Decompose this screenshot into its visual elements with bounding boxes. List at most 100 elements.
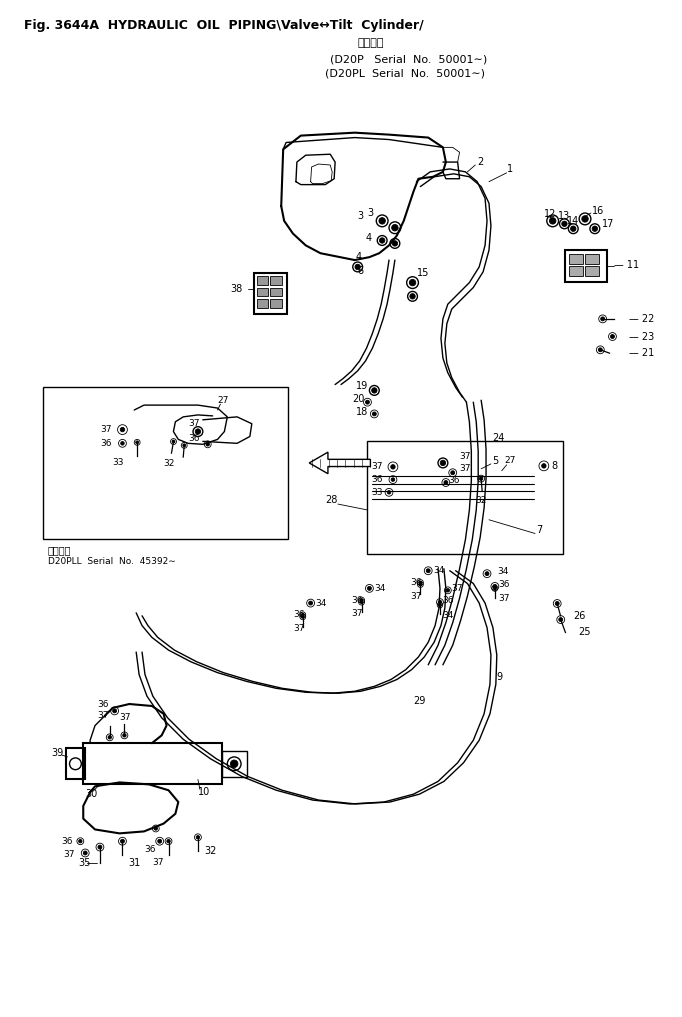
Text: 9: 9 (496, 671, 503, 681)
Circle shape (440, 461, 445, 466)
Circle shape (379, 218, 385, 224)
Circle shape (98, 845, 102, 849)
Text: 1: 1 (507, 164, 513, 174)
Text: 36: 36 (448, 476, 459, 485)
Circle shape (372, 412, 376, 416)
Text: 34: 34 (496, 567, 508, 577)
Text: Fig. 3644A  HYDRAULIC  OIL  PIPING\Valve↔Tilt  Cylinder/: Fig. 3644A HYDRAULIC OIL PIPING\Valve↔Ti… (25, 19, 424, 33)
Circle shape (419, 581, 422, 584)
Text: 37: 37 (293, 624, 304, 633)
Circle shape (83, 851, 87, 855)
Bar (65, 749, 85, 779)
Text: 28: 28 (325, 495, 338, 505)
Circle shape (113, 709, 117, 713)
Text: 36: 36 (372, 475, 383, 484)
Circle shape (571, 226, 576, 232)
Circle shape (360, 601, 363, 603)
Bar (271, 276, 282, 285)
Circle shape (446, 589, 449, 592)
Polygon shape (309, 453, 370, 474)
Circle shape (78, 839, 82, 843)
Text: 36: 36 (144, 844, 155, 853)
Circle shape (493, 585, 496, 589)
Circle shape (167, 839, 170, 843)
Text: 37: 37 (499, 594, 510, 603)
Text: (D20P   Serial  No.  50001∼): (D20P Serial No. 50001∼) (330, 54, 488, 64)
Circle shape (426, 569, 430, 573)
Circle shape (360, 599, 363, 602)
Bar (271, 299, 282, 308)
Text: 37: 37 (460, 452, 471, 461)
Bar (256, 288, 269, 296)
Text: 34: 34 (316, 599, 327, 607)
Text: 24: 24 (492, 433, 504, 443)
Text: 34: 34 (442, 611, 454, 620)
Circle shape (172, 440, 175, 443)
Bar (256, 299, 269, 308)
Circle shape (372, 387, 377, 394)
Circle shape (598, 348, 602, 352)
Text: 19: 19 (356, 380, 368, 391)
Circle shape (123, 733, 126, 737)
Text: 6: 6 (357, 265, 364, 276)
Circle shape (493, 587, 496, 590)
Circle shape (479, 477, 483, 480)
Circle shape (391, 465, 395, 469)
Text: 26: 26 (574, 611, 586, 620)
Circle shape (562, 221, 567, 227)
Circle shape (183, 443, 186, 446)
Circle shape (550, 218, 556, 224)
Text: 適用号機: 適用号機 (357, 39, 384, 49)
Text: 12: 12 (544, 210, 557, 219)
Circle shape (355, 264, 360, 270)
Text: 3: 3 (357, 211, 364, 221)
Circle shape (206, 442, 209, 446)
Text: 18: 18 (356, 407, 368, 417)
Text: 20: 20 (352, 395, 364, 404)
Circle shape (158, 839, 162, 843)
Bar (585, 254, 599, 264)
Text: D20PLL  Serial  No.  45392∼: D20PLL Serial No. 45392∼ (48, 557, 176, 566)
Circle shape (444, 481, 448, 484)
Bar (368, 441, 563, 554)
Text: — 22: — 22 (629, 314, 655, 323)
Circle shape (368, 587, 372, 590)
Text: 37: 37 (411, 592, 422, 601)
Text: 2: 2 (477, 157, 484, 167)
Circle shape (542, 464, 546, 468)
Text: 37: 37 (188, 419, 200, 428)
Circle shape (154, 827, 158, 830)
Text: 29: 29 (413, 696, 426, 706)
Text: 37: 37 (372, 463, 383, 471)
Text: 37: 37 (97, 711, 108, 720)
Text: 32: 32 (205, 846, 217, 856)
Circle shape (108, 735, 111, 739)
Text: 4: 4 (356, 252, 362, 262)
Circle shape (410, 294, 415, 299)
Bar (569, 266, 583, 276)
Text: 25: 25 (578, 627, 591, 638)
Text: 37: 37 (451, 584, 463, 593)
Bar (585, 266, 599, 276)
Circle shape (439, 604, 441, 606)
Circle shape (301, 615, 304, 618)
Text: 13: 13 (558, 211, 570, 221)
Text: 37: 37 (152, 858, 164, 868)
Text: 適用号機: 適用号機 (48, 545, 72, 555)
Bar (565, 250, 606, 282)
Text: 35: 35 (78, 857, 91, 868)
Circle shape (610, 335, 614, 339)
Text: 32: 32 (475, 495, 487, 504)
Bar (569, 254, 583, 264)
Text: — 21: — 21 (629, 348, 654, 358)
Text: 30: 30 (85, 789, 98, 799)
Text: 34: 34 (374, 584, 386, 593)
Circle shape (555, 601, 559, 605)
Circle shape (379, 238, 385, 243)
Text: 32: 32 (164, 460, 175, 469)
Text: 17: 17 (602, 219, 614, 229)
Text: 39: 39 (51, 749, 63, 758)
Bar (43, 387, 288, 539)
Circle shape (121, 441, 124, 445)
Text: 36: 36 (97, 700, 108, 709)
